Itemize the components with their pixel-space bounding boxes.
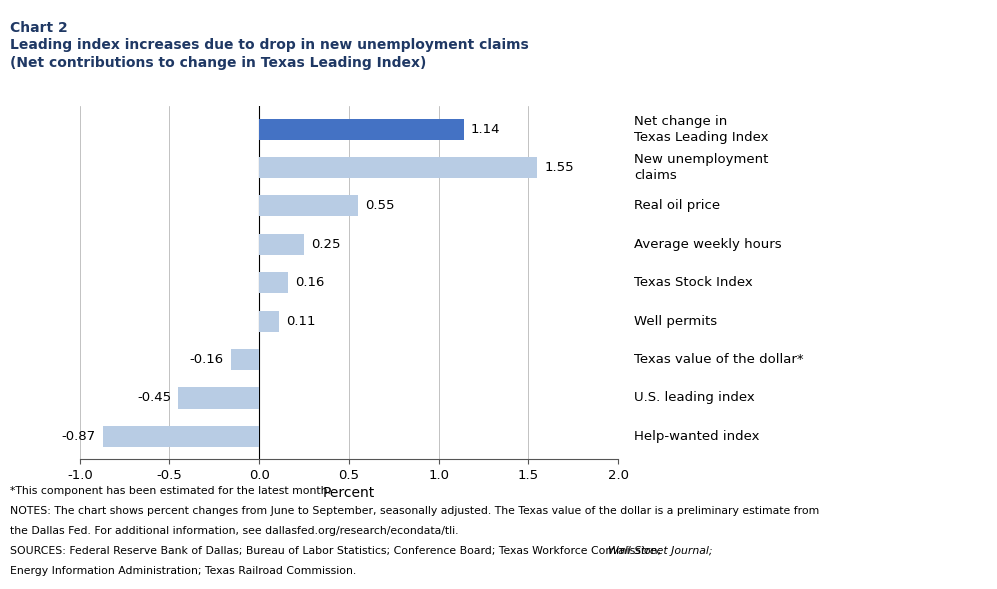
- Bar: [259, 196, 358, 216]
- Text: Average weekly hours: Average weekly hours: [634, 238, 782, 251]
- X-axis label: Percent: Percent: [323, 487, 375, 500]
- Text: -0.87: -0.87: [62, 430, 96, 443]
- Bar: [259, 157, 537, 178]
- Bar: [103, 426, 259, 447]
- Text: Real oil price: Real oil price: [634, 200, 721, 213]
- Text: Well permits: Well permits: [634, 315, 718, 327]
- Text: 1.55: 1.55: [544, 161, 574, 174]
- Text: 1.14: 1.14: [471, 123, 500, 135]
- Text: the Dallas Fed. For additional information, see dallasfed.org/research/econdata/: the Dallas Fed. For additional informati…: [10, 526, 459, 536]
- Text: 0.16: 0.16: [295, 276, 324, 289]
- Bar: [259, 310, 279, 332]
- Text: U.S. leading index: U.S. leading index: [634, 392, 755, 405]
- Bar: [230, 349, 259, 370]
- Text: -0.16: -0.16: [189, 353, 223, 366]
- Text: Texas Stock Index: Texas Stock Index: [634, 276, 753, 289]
- Text: 0.25: 0.25: [311, 238, 341, 251]
- Text: Texas value of the dollar*: Texas value of the dollar*: [634, 353, 804, 366]
- Text: Leading index increases due to drop in new unemployment claims: Leading index increases due to drop in n…: [10, 38, 528, 52]
- Bar: [259, 118, 464, 140]
- Text: Net change in
Texas Leading Index: Net change in Texas Leading Index: [634, 115, 769, 144]
- Bar: [259, 272, 288, 293]
- Text: Energy Information Administration; Texas Railroad Commission.: Energy Information Administration; Texas…: [10, 566, 356, 576]
- Text: Wall Street Journal;: Wall Street Journal;: [608, 546, 713, 556]
- Text: 0.11: 0.11: [286, 315, 316, 327]
- Text: SOURCES: Federal Reserve Bank of Dallas; Bureau of Labor Statistics; Conference : SOURCES: Federal Reserve Bank of Dallas;…: [10, 546, 665, 556]
- Text: New unemployment
claims: New unemployment claims: [634, 153, 769, 182]
- Text: Chart 2: Chart 2: [10, 21, 68, 35]
- Bar: [259, 234, 304, 255]
- Bar: [178, 388, 259, 409]
- Text: (Net contributions to change in Texas Leading Index): (Net contributions to change in Texas Le…: [10, 56, 427, 70]
- Text: 0.55: 0.55: [365, 200, 395, 213]
- Text: *This component has been estimated for the latest month.: *This component has been estimated for t…: [10, 486, 331, 496]
- Text: Help-wanted index: Help-wanted index: [634, 430, 760, 443]
- Text: NOTES: The chart shows percent changes from June to September, seasonally adjust: NOTES: The chart shows percent changes f…: [10, 506, 820, 516]
- Text: -0.45: -0.45: [138, 392, 171, 405]
